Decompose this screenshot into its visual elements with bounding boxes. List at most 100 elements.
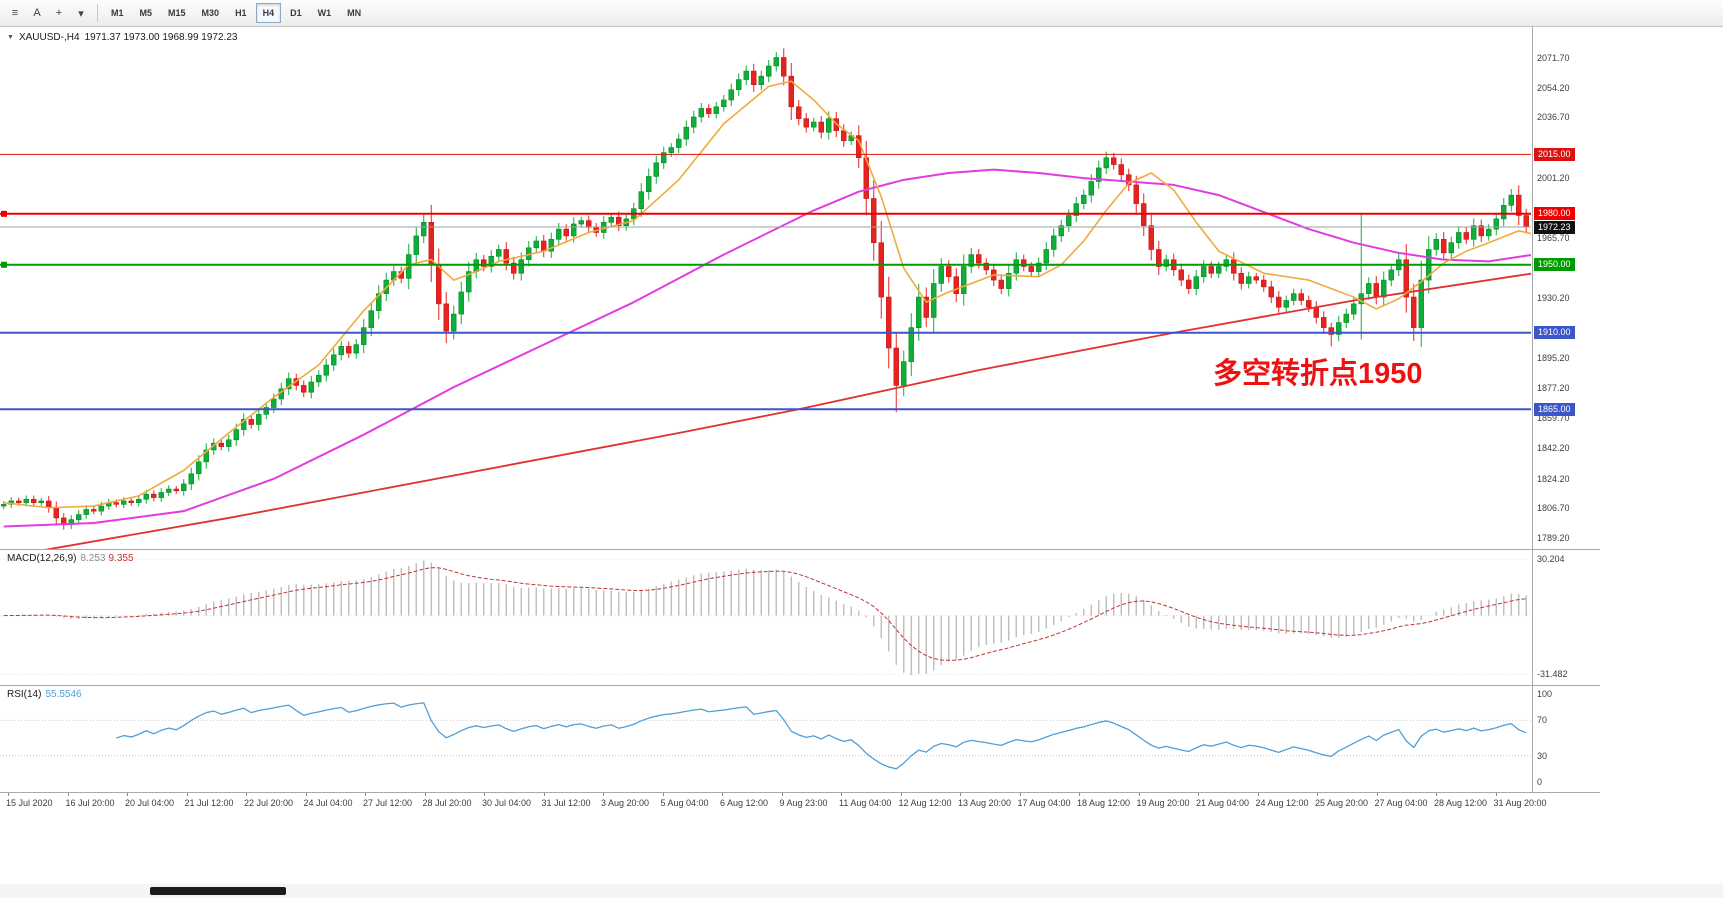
line-handle[interactable]	[1, 261, 7, 268]
macd-panel-canvas[interactable]	[0, 550, 1531, 685]
time-axis-tick	[900, 793, 902, 796]
time-axis-label: 9 Aug 23:00	[779, 798, 828, 808]
drawing-tools-group: ≡ A + ▾	[4, 0, 92, 26]
time-axis-label: 31 Aug 20:00	[1493, 798, 1547, 808]
rsi-indicator-label: RSI(14) 55.5546	[7, 689, 82, 700]
timeframe-button-d1[interactable]: D1	[283, 3, 309, 23]
time-axis-label: 20 Jul 04:00	[125, 798, 175, 808]
time-axis-label: 21 Aug 04:00	[1196, 798, 1250, 808]
price-axis-label: 2071.70	[1537, 53, 1570, 63]
price-axis-label: 1895.20	[1537, 352, 1570, 363]
time-axis-tick	[127, 793, 128, 796]
drawing-tools-dropdown[interactable]: ▾	[71, 3, 91, 24]
rsi-line	[116, 702, 1527, 770]
macd-rsi-separator[interactable]	[0, 685, 1600, 686]
time-axis-label: 13 Aug 20:00	[958, 798, 1012, 808]
time-axis-label: 27 Jul 12:00	[363, 798, 413, 808]
time-axis-tick	[781, 793, 783, 796]
collapse-ohlc-icon[interactable]: ▼	[7, 34, 14, 41]
ma-medium-line	[3, 168, 1531, 528]
time-axis-tick	[1436, 793, 1437, 796]
macd-indicator-label: MACD(12,26,9) 8.253 9.355	[7, 553, 134, 564]
time-axis-label: 5 Aug 04:00	[660, 798, 709, 808]
line-handle[interactable]	[1, 210, 7, 217]
current-price-badge: 1972.23	[1534, 220, 1575, 234]
chart-menu-button[interactable]: ≡	[5, 3, 25, 24]
price-axis-label: 2036.70	[1537, 112, 1570, 123]
time-axis-label: 11 Aug 04:00	[839, 798, 892, 808]
timeframe-button-m15[interactable]: M15	[161, 3, 193, 23]
macd-name: MACD(12,26,9)	[7, 553, 77, 564]
timeframe-button-m30[interactable]: M30	[195, 3, 227, 23]
time-axis-tick	[841, 793, 842, 796]
price-chart-canvas[interactable]	[0, 27, 1531, 549]
time-axis-tick	[543, 793, 545, 796]
price-level-badge-2015.00: 2015.00	[1534, 147, 1575, 161]
text-label-tool-button[interactable]: A	[27, 3, 47, 24]
rsi-axis-label: 0	[1537, 777, 1543, 787]
ma-slow-line	[44, 272, 1531, 549]
time-axis-tick	[305, 793, 307, 796]
time-axis-label: 15 Jul 2020	[6, 798, 53, 808]
ma-fast-line	[3, 80, 1531, 509]
price-level-badge-1950.00: 1950.00	[1534, 258, 1575, 272]
time-axis-tick	[1198, 793, 1199, 796]
bottom-scrollbar-track[interactable]	[0, 884, 1723, 898]
timeframe-button-h4[interactable]: H4	[255, 3, 282, 23]
macd-signal-line	[3, 567, 1527, 661]
chart-title: ▼ XAUUSD-,H4 1971.37 1973.00 1968.99 197…	[7, 32, 237, 43]
timeframe-button-m5[interactable]: M5	[133, 3, 160, 23]
time-axis-label: 19 Aug 20:00	[1136, 798, 1190, 808]
rsi-axis-label: 30	[1537, 750, 1548, 761]
time-axis-label: 12 Aug 12:00	[898, 798, 952, 808]
timeframe-button-m1[interactable]: M1	[104, 3, 131, 23]
time-axis-tick	[1257, 793, 1259, 796]
top-toolbar: ≡ A + ▾ M1 M5 M15 M30 H1 H4 D1 W1 MN	[0, 0, 1723, 27]
time-axis-tick	[1317, 793, 1318, 796]
price-axis-label: 1877.20	[1537, 383, 1570, 394]
ohlc-values: 1971.37 1973.00 1968.99 1972.23	[84, 32, 238, 43]
time-axis-tick	[1079, 793, 1080, 796]
time-axis-label: 17 Aug 04:00	[1017, 798, 1071, 808]
candles	[1, 48, 1529, 530]
time-axis-label: 24 Aug 12:00	[1255, 798, 1309, 808]
time-axis[interactable]: 15 Jul 2020 16 Jul 20:00 20 Jul 04:00 21 Ju…	[0, 793, 1723, 812]
price-axis-label: 1806.70	[1537, 503, 1570, 514]
toolbar-separator	[97, 4, 98, 22]
rsi-panel-canvas[interactable]	[0, 686, 1531, 792]
time-axis-label: 21 Jul 12:00	[184, 798, 234, 808]
price-axis[interactable]: 2071.70 2054.20 2036.70 2001.20 1965.70 1930.…	[1534, 27, 1720, 812]
crosshair-tool-button[interactable]: +	[49, 3, 69, 24]
time-axis-label: 28 Aug 12:00	[1434, 798, 1488, 808]
time-axis-tick	[722, 793, 723, 796]
rsi-axis-label: 100	[1537, 689, 1553, 699]
time-axis-label: 6 Aug 12:00	[720, 798, 769, 808]
price-axis-label: 2001.20	[1537, 172, 1570, 183]
price-level-badge-1980.00: 1980.00	[1534, 207, 1575, 221]
time-axis-tick	[960, 793, 961, 796]
timeframe-button-h1[interactable]: H1	[228, 3, 254, 23]
scrollbar-thumb[interactable]	[150, 887, 286, 895]
macd-main-value: 8.253	[80, 553, 106, 564]
price-axis-label: 1842.20	[1537, 442, 1570, 453]
price-axis-label: 2054.20	[1537, 82, 1570, 93]
macd-axis-min: -31.482	[1537, 669, 1568, 680]
rsi-name: RSI(14)	[7, 689, 42, 700]
time-axis-tick	[186, 793, 188, 796]
time-axis-label: 24 Jul 04:00	[303, 798, 353, 808]
time-axis-tick	[1376, 793, 1378, 796]
macd-histogram	[10, 560, 1527, 676]
price-level-badge-1865.00: 1865.00	[1534, 402, 1575, 416]
time-axis-label: 16 Jul 20:00	[65, 798, 115, 808]
time-axis-tick	[1019, 793, 1021, 796]
macd-axis-max: 30.204	[1537, 554, 1565, 565]
annotation-text[interactable]: 多空转折点1950	[1213, 358, 1423, 390]
rsi-value: 55.5546	[45, 689, 82, 700]
price-macd-separator[interactable]	[0, 549, 1600, 550]
time-axis-tick	[1138, 793, 1140, 796]
timeframe-button-w1[interactable]: W1	[311, 3, 339, 23]
time-axis-label: 30 Jul 04:00	[482, 798, 532, 808]
price-axis-separator	[1532, 27, 1533, 792]
timeframe-button-mn[interactable]: MN	[340, 3, 368, 23]
price-axis-label: 1824.20	[1537, 473, 1570, 484]
